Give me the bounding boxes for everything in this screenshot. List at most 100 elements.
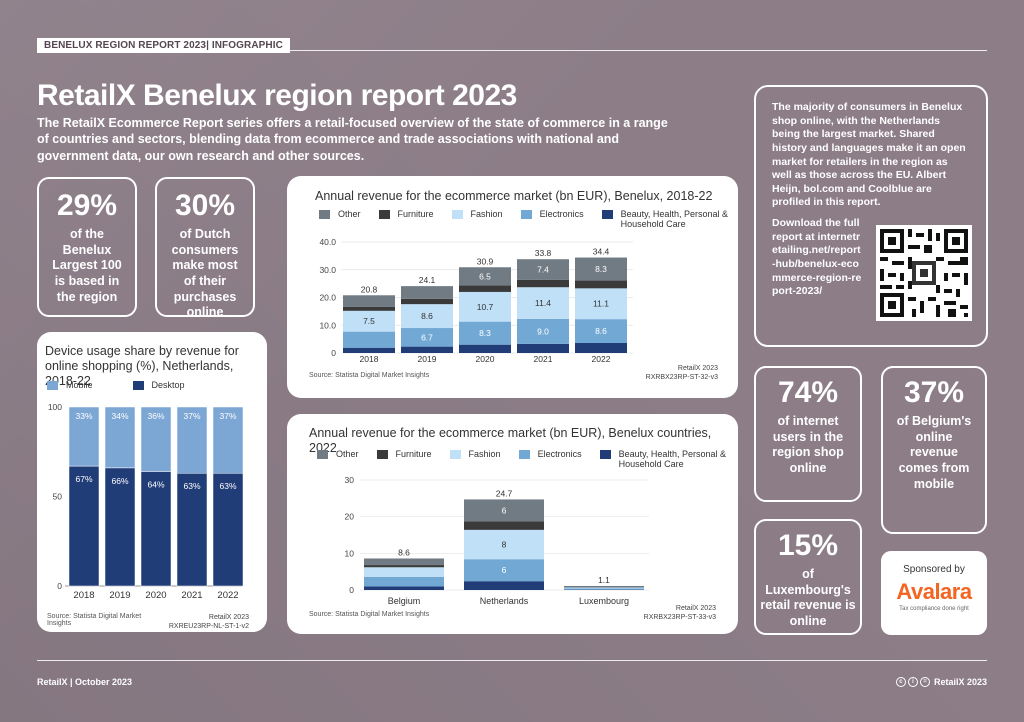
legend-label: Beauty, Health, Personal & Household Car… (618, 449, 726, 469)
y-tick-label: 30.0 (319, 265, 336, 275)
bar-segment-electronics (401, 328, 453, 347)
bar-segment-electronics (575, 319, 627, 344)
stat-box-belgium-mobile: 37% of Belgium's online revenue comes fr… (881, 366, 987, 534)
sponsor-tagline: Tax compliance done right (899, 606, 969, 612)
bar-segment-other (517, 259, 569, 280)
bar-segment-furniture (517, 279, 569, 288)
bar-segment-furniture (459, 285, 511, 292)
legend-item-furniture: Furniture (376, 449, 432, 469)
bar-segment-fashion (401, 304, 453, 329)
bar-value-label: 7.4 (537, 264, 549, 274)
x-tick-label: 2018 (360, 354, 379, 364)
y-tick-label: 0 (57, 581, 62, 591)
bar-segment-mobile (176, 406, 208, 474)
legend-item-electronics: Electronics (518, 449, 582, 469)
bar-value-label: 9.0 (537, 326, 549, 336)
bar-segment-other (564, 585, 644, 588)
bar-value-label: 11.4 (535, 298, 551, 308)
bar-segment-mobile (140, 406, 172, 472)
info-download-link[interactable]: Download the full report at internetreta… (772, 217, 862, 298)
legend-swatch (518, 450, 530, 459)
bar-value-label: 37% (219, 411, 236, 421)
legend-label: Mobile (66, 380, 93, 390)
legend-label: Fashion (468, 449, 501, 459)
legend-swatch (378, 210, 390, 219)
brand-name: RetailX 2023 (675, 605, 716, 612)
legend-swatch (449, 450, 461, 459)
chart-card-revenue-years: Annual revenue for the ecommerce market … (287, 176, 738, 398)
bar-total-label: 8.6 (398, 547, 410, 557)
chart-card-revenue-countries: Annual revenue for the ecommerce market … (287, 414, 738, 634)
stat-value: 37% (903, 376, 965, 409)
legend-label: Furniture (397, 209, 434, 219)
bar-segment-beauty (343, 347, 395, 353)
bar-segment-mobile (212, 406, 244, 474)
bar-total-label: 30.9 (477, 256, 494, 266)
bar-total-label: 1.1 (598, 575, 610, 585)
bar-segment-furniture (575, 280, 627, 289)
x-tick-label: Belgium (388, 596, 421, 606)
bar-segment-fashion (564, 587, 644, 589)
bar-segment-electronics (564, 588, 644, 590)
bar-segment-other (459, 267, 511, 286)
y-tick-label: 50 (53, 492, 63, 502)
legend-label: Beauty, Health, Personal & Household Car… (620, 209, 728, 229)
bar-segment-beauty (459, 344, 511, 353)
x-tick-label: 2021 (181, 590, 202, 601)
footer-right: c i = RetailX 2023 (895, 677, 987, 687)
bar-segment-fashion (464, 529, 544, 560)
bar-segment-beauty (575, 343, 627, 353)
y-tick-label: 30 (345, 475, 355, 485)
y-tick-label: 10.0 (319, 320, 336, 330)
bar-value-label: 63% (183, 481, 200, 491)
chart-revenue-countries: 0 10 20 30 8.6 Belgium 6 8 6 24.7 Netherlands 1.1 Lu… (345, 475, 649, 606)
bar-value-label: 8 (502, 540, 507, 550)
legend-item-fashion: Fashion (449, 449, 501, 469)
nd-icon: = (919, 677, 930, 687)
chart-brand: RetailX 2023 RXRBX23RP-ST-32-v3 (646, 364, 718, 382)
bar-value-label: 6 (502, 505, 507, 515)
bar-segment-furniture (343, 306, 395, 311)
chart-device-usage: 0 50 100 67% 33% 2018 66% 34% 2019 64% 36% 2020 63% 3… (48, 402, 244, 601)
chart-code: RXRBX23RP-ST-32-v3 (645, 374, 718, 382)
chart-title: Annual revenue for the ecommerce market … (309, 426, 712, 455)
x-tick-label: 2018 (73, 590, 94, 601)
x-tick-label: 2019 (109, 590, 130, 601)
bar-value-label: 36% (147, 411, 164, 421)
brand-name: RetailX 2023 (208, 614, 249, 621)
bar-segment-fashion (364, 567, 444, 577)
bar-segment-mobile (104, 406, 136, 469)
sponsor-box[interactable]: Sponsored by Avalara Tax compliance done… (881, 551, 987, 635)
chart-source: Source: Statista Digital Market Insights (309, 611, 430, 618)
stat-text: of internet users in the region shop onl… (772, 414, 844, 475)
bar-total-label: 24.1 (419, 275, 436, 285)
stat-box-dutch-consumers: 30% of Dutch consumers make most of thei… (155, 177, 255, 319)
avalara-logo: Avalara (896, 579, 972, 604)
y-tick-label: 20.0 (319, 293, 336, 303)
chart-legend: Other Furniture Fashion Electronics Beauty, … (317, 449, 755, 469)
bar-segment-desktop (104, 467, 136, 587)
by-icon: i (907, 677, 918, 687)
x-tick-label: 2022 (592, 354, 611, 364)
legend-swatch (601, 210, 613, 219)
sponsor-label: Sponsored by (903, 564, 965, 575)
chart-source: Source: Statista Digital Market Insights (47, 613, 142, 627)
chart-source: Source: Statista Digital Market Insights (309, 372, 430, 379)
qr-code-graphic (876, 225, 972, 321)
chart-code: RXRBX23RP-ST-33-v3 (643, 614, 716, 622)
page-title: RetailX Benelux region report 2023 (37, 79, 517, 112)
bar-segment-other (575, 257, 627, 281)
bar-value-label: 11.1 (593, 299, 609, 309)
bar-segment-desktop (176, 472, 208, 587)
y-tick-label: 100 (48, 402, 62, 412)
qr-code-icon[interactable] (876, 225, 972, 321)
bar-segment-fashion (517, 287, 569, 319)
y-tick-label: 0 (349, 585, 354, 595)
legend-swatch (451, 210, 463, 219)
stat-value: 74% (777, 376, 839, 409)
legend-item-electronics: Electronics (520, 209, 584, 229)
legend-item-fashion: Fashion (451, 209, 503, 229)
legend-swatch (599, 450, 611, 459)
cc-icon: c (895, 677, 906, 687)
legend-item-mobile: Mobile (47, 380, 93, 390)
